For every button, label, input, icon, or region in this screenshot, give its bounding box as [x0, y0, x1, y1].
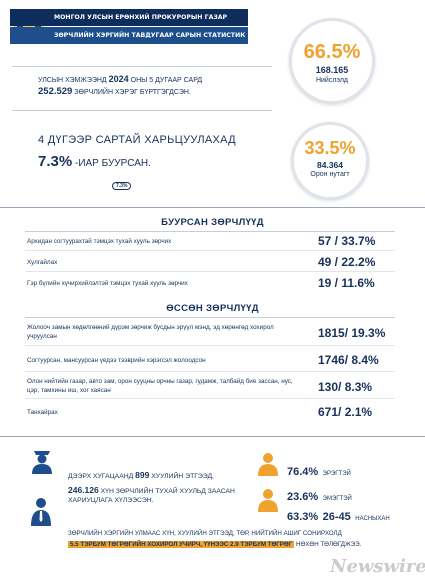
- rural-count: 84.364: [317, 160, 343, 170]
- male-person-icon: [258, 453, 278, 476]
- row-separator: [25, 271, 395, 272]
- male-stat: 76.4% ЭРЭГТЭЙ: [287, 462, 351, 480]
- increased-row-value: 130/ 8.3%: [318, 380, 373, 394]
- decrease-text: -ИАР БУУРСАН.: [74, 158, 151, 169]
- newswire-watermark: Newswire: [330, 556, 425, 577]
- damage-highlight: 5.5 ТЭРБУМ ТӨГРӨГИЙН ХОХИРОЛ УЧИРЧ, ҮҮНЭ…: [68, 541, 295, 548]
- summary-mid-divider: [12, 110, 272, 111]
- female-label: ЭМЭГТЭЙ: [322, 496, 352, 502]
- bottom-line2-post: ХҮН ЗӨРЧЛИЙН ТУХАЙ ХУУЛЬД ЗААСАН: [100, 488, 235, 495]
- compare-line: 4 ДҮГЭЭР САРТАЙ ХАРЬЦУУЛАХАД: [38, 134, 236, 146]
- increased-section-title: ӨССӨН ЗӨРЧЛҮҮД: [166, 303, 259, 314]
- female-percent: 23.6%: [287, 491, 319, 503]
- header-subtitle-bar: ЗӨРЧЛИЙН ХЭРГИЙН ТАВДУГААР САРЫН СТАТИСТ…: [10, 27, 248, 44]
- decrease-line: 7.3% -ИАР БУУРСАН.: [38, 153, 151, 170]
- decrease-badge: 7.3%: [112, 182, 132, 190]
- decreased-title-underline: [25, 231, 395, 232]
- people-count: 246.126: [68, 485, 99, 495]
- row-separator: [25, 345, 395, 346]
- row-separator: [25, 371, 395, 372]
- header-org-name: МОНГОЛ УЛСЫН ЕРӨНХИЙ ПРОКУРОРЫН ГАЗАР: [54, 14, 228, 21]
- decreased-section-title: БУУРСАН ЗӨРЧЛҮҮД: [161, 217, 264, 228]
- increased-row-label: Согтуурсан, мансуурсан үедээ тээврийн хэ…: [27, 357, 206, 364]
- capital-label: Нийслэлд: [315, 77, 349, 84]
- decreased-row-value: 49 / 22.2%: [318, 255, 376, 269]
- increased-row-value: 1746/ 8.4%: [318, 353, 379, 367]
- age-stat: 63.3% 26-45 НАСНЫХАН: [287, 507, 390, 525]
- capital-percent: 66.5%: [303, 41, 361, 63]
- age-percent: 63.3%: [287, 511, 319, 523]
- female-stat: 23.6% ЭМЭГТЭЙ: [287, 487, 352, 505]
- section-divider: [0, 207, 425, 208]
- increased-title-underline: [25, 317, 395, 318]
- legal-persons-count: 899: [135, 470, 150, 480]
- rural-share-circle: 33.5% 84.364 Орон нутагт: [291, 122, 369, 200]
- increased-row-label: Жолооч замын хөдөлгөөний дүрэм зөрчиж бу…: [27, 324, 274, 340]
- bottom-line3: ХАРИУЦЛАГА ХҮЛЭЭСЭН.: [68, 497, 154, 504]
- bottom-line2: 246.126 ХҮН ЗӨРЧЛИЙН ТУХАЙ ХУУЛЬД ЗААСАН: [68, 485, 235, 495]
- summary-intro: УЛСЫН ХЭМЖЭЭНД 2024 ОНЫ 5 ДУГААР САРД: [38, 74, 202, 84]
- decreased-row-label: Гэр бүлийн хүчирхийлэлтэй тэмцэх тухай х…: [27, 280, 188, 287]
- capital-count: 168.165: [315, 65, 349, 75]
- header-title-bar: МОНГОЛ УЛСЫН ЕРӨНХИЙ ПРОКУРОРЫН ГАЗАР: [10, 9, 248, 26]
- increased-row-label: Танхайрах: [27, 409, 58, 416]
- police-officer-icon: [32, 451, 52, 474]
- age-label: НАСНЫХАН: [355, 516, 390, 522]
- summary-total-value: 252.529: [38, 86, 73, 97]
- summary-intro-pre: УЛСЫН ХЭМЖЭЭНД: [38, 77, 107, 84]
- header-report-title: ЗӨРЧЛИЙН ХЭРГИЙН ТАВДУГААР САРЫН СТАТИСТ…: [54, 32, 246, 39]
- bottom-line1: ДЭЭРХ ХУГАЦААНД 899 ХУУЛИЙН ЭТГЭЭД,: [68, 470, 214, 480]
- summary-intro-post: ОНЫ 5 ДУГААР САРД: [130, 77, 203, 84]
- rural-percent: 33.5%: [304, 138, 356, 158]
- summary-year: 2024: [108, 74, 129, 84]
- summary-total-text: ЗӨРЧЛИЙН ХЭРЭГ БҮРТГЭГДСЭН.: [74, 89, 191, 96]
- bottom-line1-post: ХУУЛИЙН ЭТГЭЭД,: [151, 473, 214, 480]
- decrease-value: 7.3%: [38, 153, 73, 170]
- decreased-row-label: Хулгайлах: [27, 259, 58, 266]
- bottom-line1-pre: ДЭЭРХ ХУГАЦААНД: [68, 473, 134, 480]
- decreased-row-value: 57 / 33.7%: [318, 234, 376, 248]
- summary-top-divider: [12, 66, 272, 67]
- summary-total: 252.529 ЗӨРЧЛИЙН ХЭРЭГ БҮРТГЭГДСЭН.: [38, 86, 191, 97]
- capital-share-circle: 66.5% 168.165 Нийслэлд: [289, 18, 375, 104]
- increased-row-value: 1815/ 19.3%: [318, 326, 386, 340]
- footer-line2: 5.5 ТЭРБУМ ТӨГРӨГИЙН ХОХИРОЛ УЧИРЧ, ҮҮНЭ…: [68, 541, 361, 548]
- bottom-divider: [0, 436, 425, 437]
- footer-line1: ЗӨРЧЛИЙН ХЭРГИЙН УЛМААС ХҮН, ХУУЛИЙН ЭТГ…: [68, 530, 342, 537]
- row-separator: [25, 250, 395, 251]
- row-separator: [25, 398, 395, 399]
- male-percent: 76.4%: [287, 466, 319, 478]
- age-range: 26-45: [322, 511, 351, 523]
- decreased-row-label: Архидан согтуурахтай тэмцэх тухай хууль …: [27, 238, 172, 245]
- footer-line2-post: НӨХӨН ТӨЛӨГДЖЭЭ.: [295, 541, 362, 548]
- decreased-row-value: 19 / 11.6%: [318, 276, 375, 290]
- female-person-icon: [258, 489, 278, 512]
- increased-row-label: Олон нийтийн газар, авто зам, орон сууцн…: [27, 378, 293, 394]
- increased-row-value: 671/ 2.1%: [318, 405, 373, 419]
- businessman-icon: [31, 498, 51, 526]
- male-label: ЭРЭГТЭЙ: [322, 471, 351, 477]
- rural-label: Орон нутагт: [310, 171, 350, 178]
